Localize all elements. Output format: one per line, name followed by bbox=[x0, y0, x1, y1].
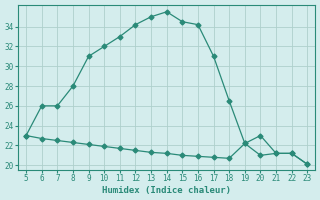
X-axis label: Humidex (Indice chaleur): Humidex (Indice chaleur) bbox=[102, 186, 231, 195]
